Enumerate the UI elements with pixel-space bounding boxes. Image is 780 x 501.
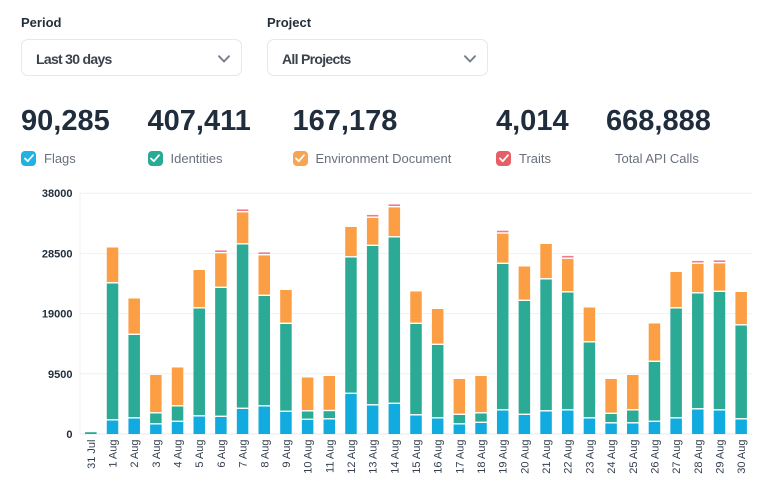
svg-text:16 Aug: 16 Aug (433, 440, 445, 474)
svg-text:11 Aug: 11 Aug (324, 440, 336, 473)
svg-text:22 Aug: 22 Aug (563, 440, 575, 474)
svg-text:28500: 28500 (42, 248, 73, 260)
svg-text:29 Aug: 29 Aug (714, 440, 726, 474)
svg-text:3 Aug: 3 Aug (151, 440, 163, 468)
svg-text:26 Aug: 26 Aug (649, 440, 661, 474)
svg-text:14 Aug: 14 Aug (389, 440, 401, 474)
svg-text:21 Aug: 21 Aug (541, 440, 553, 474)
svg-text:10 Aug: 10 Aug (303, 440, 315, 474)
svg-text:13 Aug: 13 Aug (368, 440, 380, 474)
svg-text:18 Aug: 18 Aug (476, 440, 488, 474)
svg-text:19 Aug: 19 Aug (498, 440, 510, 474)
svg-text:31 Jul: 31 Jul (86, 440, 98, 469)
svg-text:15 Aug: 15 Aug (411, 440, 423, 474)
svg-text:20 Aug: 20 Aug (519, 440, 531, 474)
svg-text:17 Aug: 17 Aug (454, 440, 466, 474)
svg-text:25 Aug: 25 Aug (628, 440, 640, 474)
svg-text:19000: 19000 (42, 309, 73, 321)
svg-text:28 Aug: 28 Aug (693, 440, 705, 474)
svg-text:1 Aug: 1 Aug (108, 440, 120, 468)
svg-text:30 Aug: 30 Aug (736, 440, 748, 474)
svg-text:5 Aug: 5 Aug (194, 440, 206, 468)
svg-text:6 Aug: 6 Aug (216, 440, 228, 468)
svg-text:12 Aug: 12 Aug (346, 440, 358, 474)
svg-text:23 Aug: 23 Aug (584, 440, 596, 474)
svg-text:0: 0 (66, 429, 72, 441)
svg-text:38000: 38000 (42, 188, 73, 200)
svg-text:8 Aug: 8 Aug (259, 440, 271, 468)
svg-text:7 Aug: 7 Aug (238, 440, 250, 468)
svg-text:9500: 9500 (48, 369, 72, 381)
svg-text:2 Aug: 2 Aug (129, 440, 141, 468)
svg-text:4 Aug: 4 Aug (173, 440, 185, 468)
svg-text:24 Aug: 24 Aug (606, 440, 618, 474)
svg-text:27 Aug: 27 Aug (671, 440, 683, 474)
svg-text:9 Aug: 9 Aug (281, 440, 293, 468)
